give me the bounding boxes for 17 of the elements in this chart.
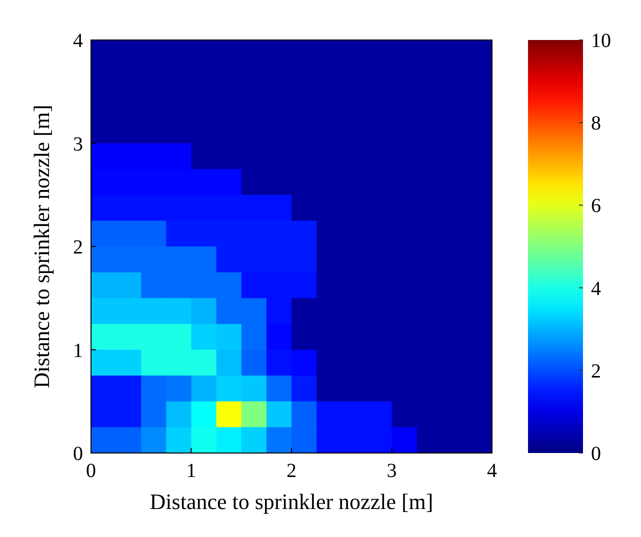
y-tick-label: 4 [73, 30, 83, 52]
y-tick-label: 2 [73, 236, 83, 258]
color-bar-label: 8 [591, 112, 601, 135]
y-tick-label: 3 [73, 133, 83, 156]
x-tick-label: 3 [386, 460, 397, 482]
y-axis-title: Distance to sprinkler nozzle [m] [29, 104, 54, 388]
y-tick-label: 0 [73, 443, 83, 465]
x-tick-label: 1 [186, 460, 196, 482]
color-bar-label: 10 [591, 30, 611, 52]
color-bar-label: 0 [591, 443, 601, 465]
x-tick-label: 4 [487, 460, 497, 482]
color-bar-label: 6 [591, 195, 601, 218]
x-axis-title: Distance to sprinkler nozzle [m] [150, 489, 434, 514]
color-bar-label: 2 [591, 360, 601, 382]
x-tick-label: 2 [286, 460, 296, 482]
color-bar-label: 4 [591, 278, 601, 300]
y-tick-label: 1 [73, 340, 83, 362]
